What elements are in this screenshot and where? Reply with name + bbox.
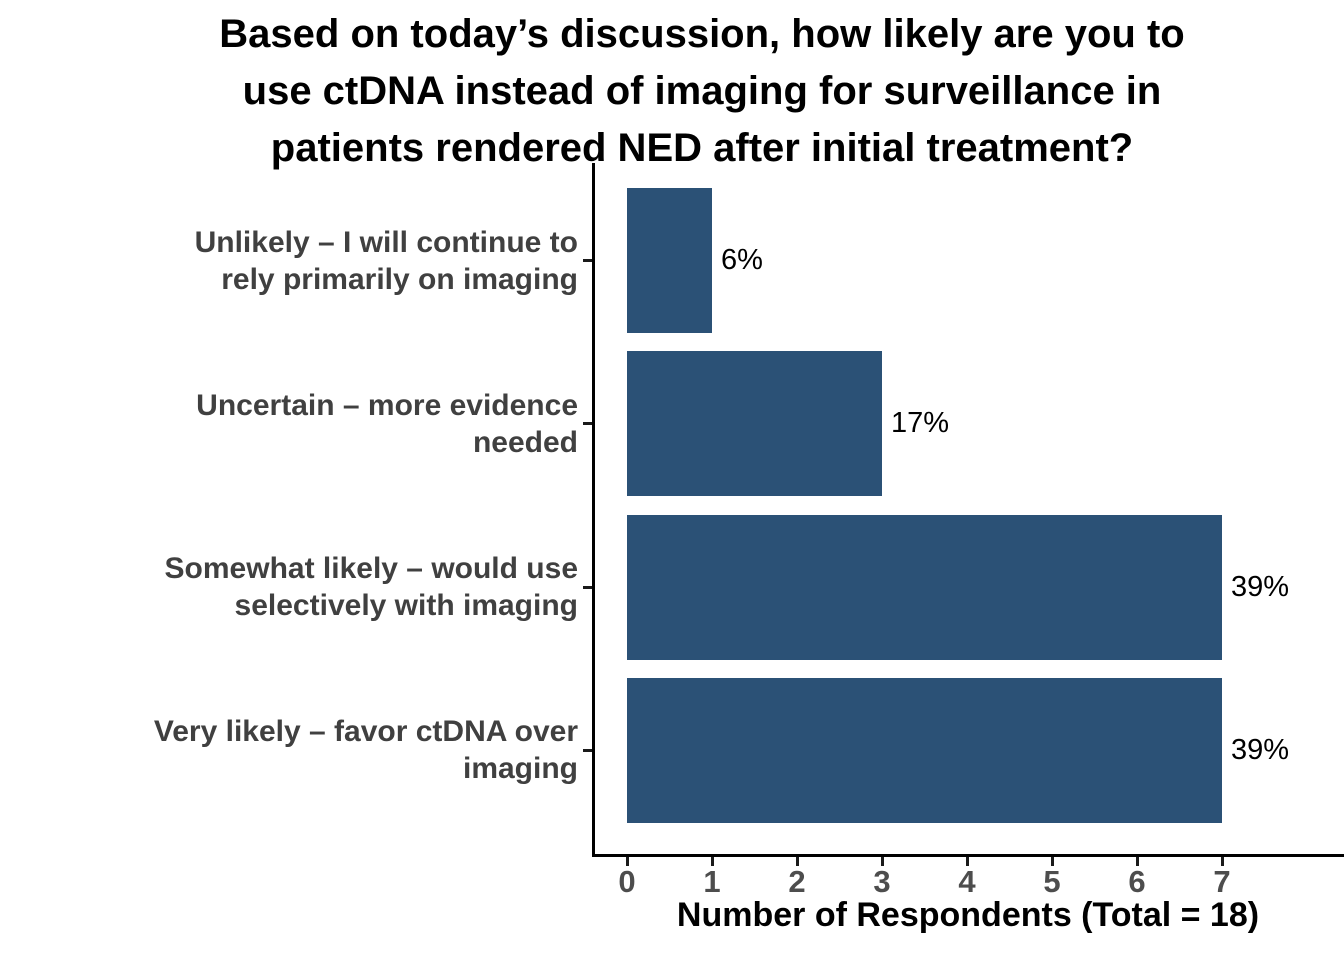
x-axis-title: Number of Respondents (Total = 18) xyxy=(676,896,1260,934)
x-axis-tick-label: 7 xyxy=(1213,864,1231,899)
y-axis-tick-mark xyxy=(583,422,592,426)
bar xyxy=(627,514,1222,660)
x-axis-tick-mark xyxy=(1135,857,1139,866)
category-label: Uncertain – more evidence needed xyxy=(196,388,578,459)
bar-value-label: 6% xyxy=(721,244,763,276)
y-axis-line xyxy=(592,163,595,857)
x-axis-tick-label: 1 xyxy=(703,864,721,899)
x-axis-tick-label: 0 xyxy=(618,864,636,899)
x-axis-tick-label: 5 xyxy=(1043,864,1061,899)
bar-value-label: 39% xyxy=(1231,570,1290,603)
x-axis-line xyxy=(592,854,1344,857)
x-axis-tick-label: 3 xyxy=(873,864,891,899)
x-axis-tick-mark xyxy=(1050,857,1054,866)
x-axis-tick-label: 6 xyxy=(1128,864,1146,899)
chart-title: Based on today’s discussion, how likely … xyxy=(219,12,1185,170)
plot-area: 6% 17% 39% 39% xyxy=(592,165,1344,855)
x-axis-tick-mark xyxy=(625,857,629,866)
category-label: Very likely – favor ctDNA over imaging xyxy=(153,715,578,786)
y-axis-tick-mark xyxy=(583,259,592,262)
category-label: Unlikely – I will continue to rely prima… xyxy=(194,225,578,296)
x-axis-tick-mark xyxy=(1220,857,1224,866)
category-label: Somewhat likely – would use selectively … xyxy=(164,552,578,623)
x-axis-tick-label: 4 xyxy=(958,864,976,899)
x-axis-tick-mark xyxy=(965,857,969,866)
x-axis-tick-mark xyxy=(710,857,714,866)
x-axis-tick-mark xyxy=(880,857,884,866)
x-axis-tick-mark xyxy=(795,857,799,866)
bar xyxy=(627,188,712,333)
bar-value-label: 17% xyxy=(891,407,950,440)
y-axis-tick-mark xyxy=(583,585,592,589)
bar xyxy=(627,677,1222,823)
y-axis-tick-mark xyxy=(583,748,592,752)
bar-value-label: 39% xyxy=(1231,733,1290,766)
x-axis-tick-label: 2 xyxy=(788,864,806,899)
bar xyxy=(627,351,882,497)
